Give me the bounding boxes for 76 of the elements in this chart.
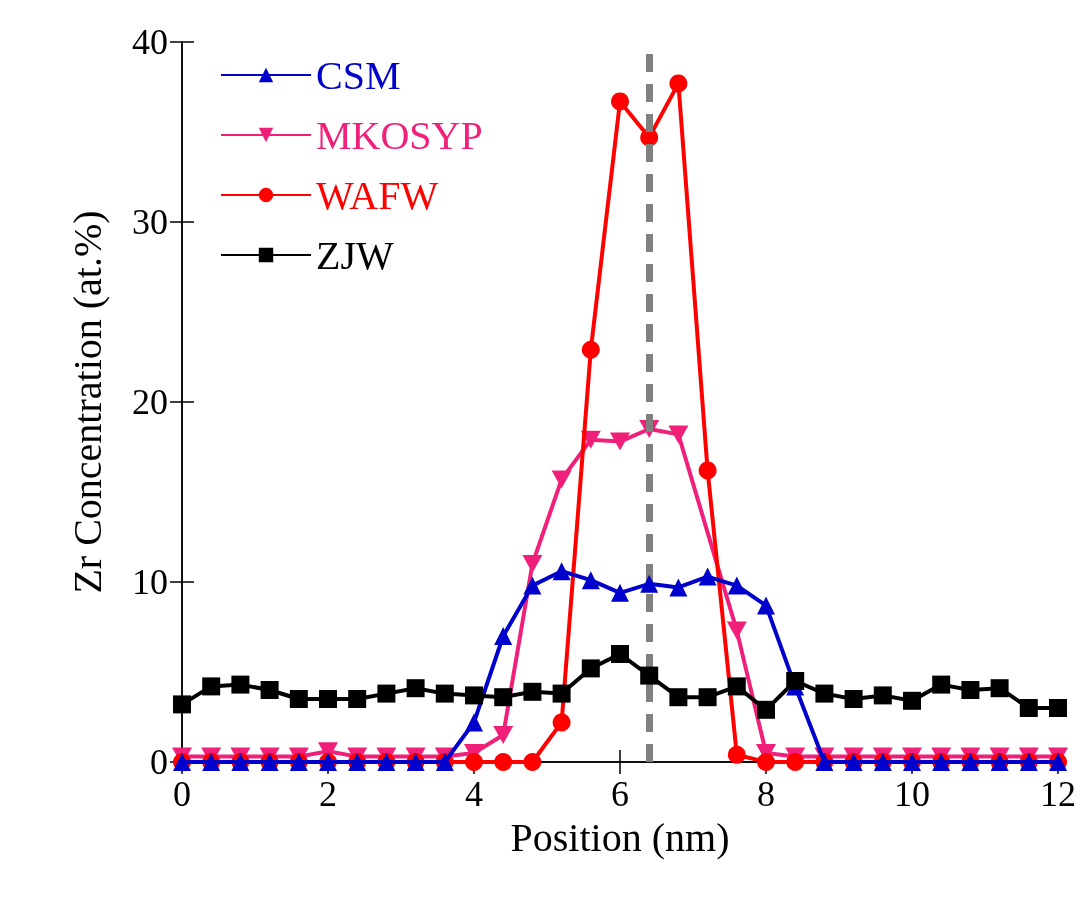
point [581,340,600,359]
point [698,567,717,586]
point [1049,699,1067,717]
y-axis-title: Zr Concentration (at.%) [64,210,110,594]
point [202,677,221,696]
x-tick-label: 8 [757,774,775,814]
point [757,596,775,615]
point [873,686,892,705]
legend-label: ZJW [316,232,394,278]
point [406,679,425,698]
point [581,659,600,678]
point [523,753,542,771]
point [903,691,921,710]
point [435,684,454,703]
point [727,745,746,764]
point [640,666,659,685]
point [523,682,542,701]
point [727,576,746,595]
point [727,677,746,696]
point [726,621,747,640]
legend-label: MKOSYP [316,112,483,158]
x-axis-title: Position (nm) [510,814,730,860]
legend-label: WAFW [316,172,439,218]
point [465,753,483,771]
point [640,574,659,593]
legend-label: CSM [316,52,401,98]
point [348,690,367,708]
point [844,690,863,708]
x-tick-label: 12 [1040,774,1076,814]
y-tick-label: 30 [132,202,168,242]
point [551,470,572,489]
point [552,562,571,581]
x-tick-label: 10 [894,774,930,814]
y-tick-label: 20 [132,382,168,422]
x-tick-label: 4 [465,774,483,814]
point [669,688,688,707]
point [932,675,951,694]
point [289,690,308,708]
point [757,753,775,771]
point [319,690,337,708]
y-tick-label: 40 [132,22,168,62]
point [493,726,514,744]
point [465,713,483,732]
point [173,695,191,714]
point [494,627,513,645]
x-tick-label: 6 [611,774,629,814]
point [611,92,629,111]
point [377,684,396,703]
point [552,684,571,703]
y-tick-label: 10 [132,562,168,602]
point [522,555,543,573]
point [815,684,834,703]
point [757,700,775,719]
point [669,74,688,93]
point [465,686,483,705]
point [523,576,542,595]
point [581,571,600,590]
point [1019,699,1038,717]
x-tick-label: 2 [319,774,337,814]
point [494,688,513,707]
point [698,688,717,707]
point [668,425,689,444]
point [611,583,629,602]
point [990,679,1009,698]
point [610,432,630,451]
point [494,753,513,771]
y-tick-label: 0 [150,742,168,782]
point [260,681,279,699]
point [552,713,571,732]
point [231,675,250,694]
point [669,578,688,597]
point [611,645,629,663]
point [786,672,805,690]
point [961,681,980,699]
point [698,461,717,480]
point [786,753,805,771]
